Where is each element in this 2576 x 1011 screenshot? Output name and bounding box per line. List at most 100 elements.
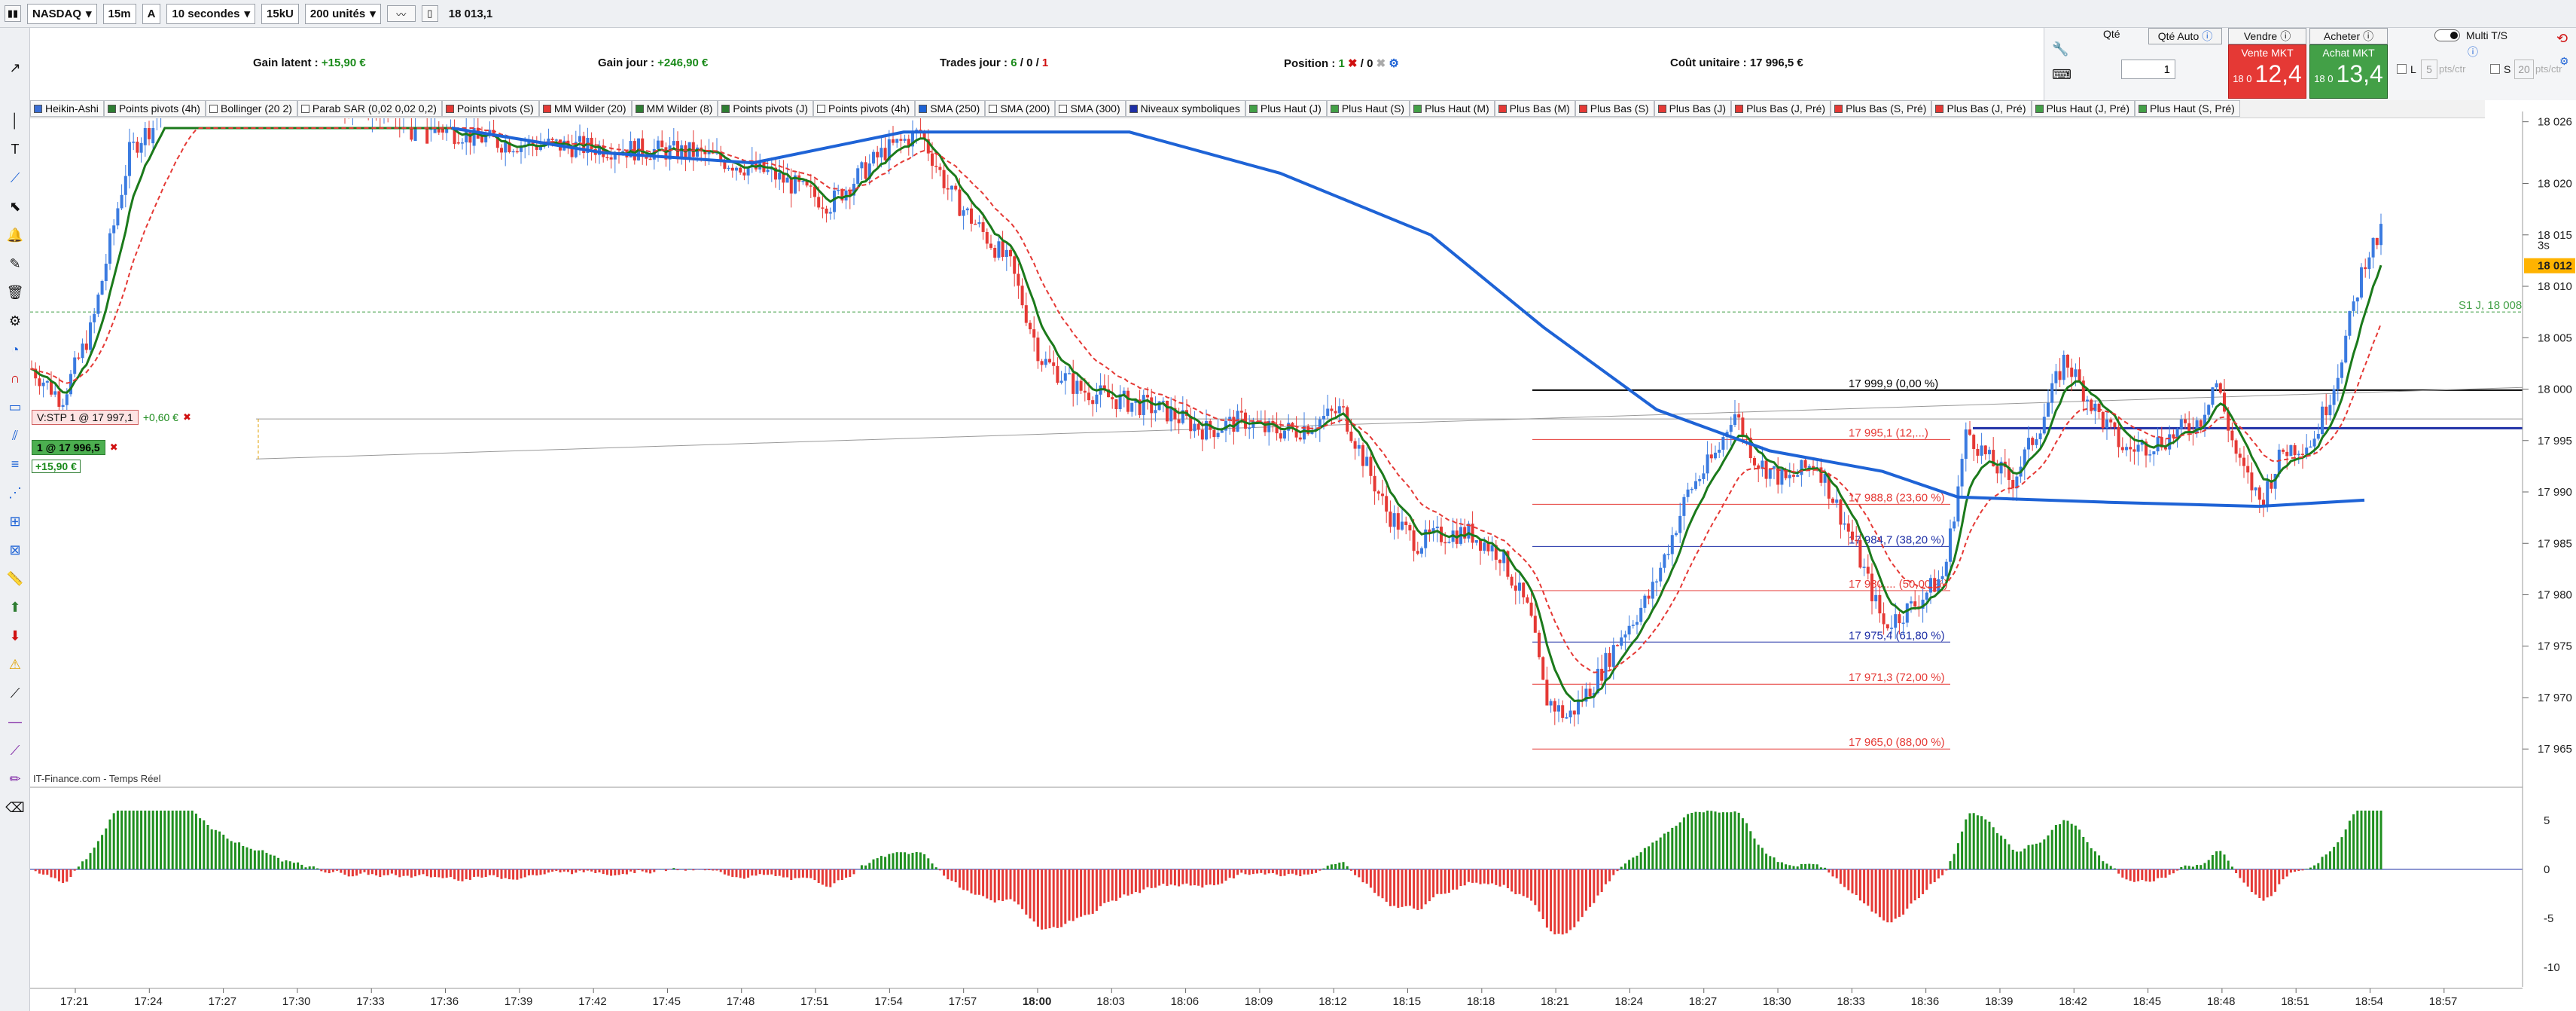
line-tool-icon[interactable]: │ [11, 112, 20, 128]
eraser-icon[interactable]: ⌫ [5, 799, 25, 815]
warning-icon[interactable]: ⚠ [8, 656, 22, 672]
indicator-chip[interactable]: Plus Bas (J, Pré) [1731, 100, 1831, 117]
text-tool-icon[interactable]: T [11, 141, 20, 157]
indicator-chip[interactable]: Plus Bas (S) [1575, 100, 1654, 117]
candle-body [1408, 524, 1412, 531]
indicator-chip[interactable]: Plus Haut (M) [1410, 100, 1495, 117]
close-icon[interactable]: ✖ [1348, 57, 1358, 70]
candle-body [1678, 515, 1682, 533]
indicator-chip[interactable]: Plus Haut (J, Pré) [2031, 100, 2135, 117]
close-icon[interactable]: ✖ [182, 411, 191, 423]
zoom-icon[interactable]: ◔ [11, 341, 20, 357]
multi-ts-toggle[interactable] [2434, 29, 2460, 41]
close-icon[interactable]: ✖ [1376, 57, 1386, 70]
acheter-button[interactable]: Acheter ⓘ [2309, 28, 2388, 44]
settings-icon[interactable]: ⚙ [8, 313, 22, 328]
indicator-chip[interactable]: MM Wilder (20) [538, 100, 632, 117]
channel-icon[interactable]: ⫽ [11, 427, 19, 443]
indicator-chip[interactable]: Heikin-Ashi [30, 100, 104, 117]
indicator-chip[interactable]: SMA (300) [1055, 100, 1126, 117]
rectangle-icon[interactable]: ▭ [8, 399, 22, 414]
units-select[interactable]: 200 unités ▾ [304, 3, 381, 24]
indicator-chip[interactable]: Plus Bas (J, Pré) [1931, 100, 2032, 117]
candle-body [2011, 480, 2015, 489]
stop-order-tag[interactable]: V:STP 1 @ 17 997,1 [32, 410, 139, 426]
l-checkbox[interactable] [2397, 64, 2407, 74]
indicator-chip[interactable]: SMA (200) [985, 100, 1056, 117]
indicator-chip[interactable]: Plus Haut (J) [1245, 100, 1327, 117]
s-checkbox[interactable] [2490, 64, 2500, 74]
indicator-chip[interactable]: Parab SAR (0,02 0,02 0,2) [297, 100, 442, 117]
settings-icon[interactable]: ⚙ [1389, 57, 1399, 70]
indicator-chip[interactable]: Points pivots (4h) [813, 100, 916, 117]
last-price: 18 013,1 [444, 4, 497, 24]
position-tag[interactable]: 1 @ 17 996,5 [32, 440, 105, 456]
achat-mkt-button[interactable]: Achat MKT 18 0 13,4 [2309, 44, 2388, 99]
bell-icon[interactable]: 🔔 [6, 227, 24, 243]
candle-body [104, 264, 108, 282]
instrument-select[interactable]: NASDAQ ▾ [27, 3, 97, 24]
refresh-icon[interactable]: ⟲ [2556, 31, 2568, 46]
wrench-icon[interactable]: 🔧 [2052, 41, 2069, 57]
price-tick-label: 18 010 [2538, 280, 2572, 293]
price-tick-label: 17 970 [2538, 692, 2572, 704]
indicator-chip[interactable]: Plus Bas (M) [1494, 100, 1575, 117]
interval-select[interactable]: 10 secondes ▾ [166, 3, 256, 24]
pencil-icon[interactable]: ✏ [9, 771, 21, 787]
vendre-button[interactable]: Vendre ⓘ [2228, 28, 2306, 44]
indicator-chip[interactable]: Plus Haut (S, Pré) [2134, 100, 2240, 117]
units-label: 200 unités [309, 7, 366, 20]
arrow-tool-icon[interactable]: ↗ [9, 60, 21, 75]
candle-body [1322, 416, 1325, 420]
trendline-tool-icon[interactable]: ⟋ [10, 170, 20, 185]
lock-icon[interactable]: ▯ [421, 5, 438, 22]
candle-body [1839, 499, 1843, 525]
indicator-chip[interactable]: MM Wilder (8) [631, 100, 718, 117]
ray-icon[interactable]: ⟋ [10, 742, 20, 758]
l-input[interactable]: 5 [2421, 60, 2437, 79]
quantity-input[interactable] [2121, 60, 2175, 79]
indicator-icon[interactable]: 〰 [386, 5, 416, 22]
candle-body [2379, 224, 2382, 246]
trash-icon[interactable]: 🗑 [6, 284, 24, 300]
candle-body [938, 166, 942, 170]
indicator-chip[interactable]: Plus Bas (J) [1654, 100, 1732, 117]
qte-auto-button[interactable]: Qté Auto ⓘ [2148, 28, 2222, 44]
indicator-chip[interactable]: Niveaux symboliques [1125, 100, 1245, 117]
hline-icon[interactable]: — [8, 713, 22, 729]
indicator-chip[interactable]: Points pivots (4h) [103, 100, 206, 117]
gann-icon[interactable]: ⊠ [9, 542, 21, 557]
candle-body [864, 162, 867, 179]
close-icon[interactable]: ✖ [109, 441, 118, 454]
indicator-chip[interactable]: Points pivots (S) [441, 100, 539, 117]
s-input[interactable]: 20 [2514, 60, 2534, 79]
candle-body [1396, 513, 1400, 530]
settings-icon[interactable]: ⚙ [2559, 55, 2569, 67]
indicator-chip[interactable]: Bollinger (20 2) [205, 100, 297, 117]
indicator-chip[interactable]: Points pivots (J) [718, 100, 814, 117]
candle-body [143, 128, 147, 145]
fib-icon[interactable]: ≡ [11, 456, 20, 472]
arrow-up-icon[interactable]: ⬆ [9, 599, 21, 615]
magnet-icon[interactable]: ∩ [10, 370, 20, 386]
mode-button[interactable]: A [142, 3, 161, 24]
indicator-chip[interactable]: SMA (250) [915, 100, 986, 117]
keyboard-icon[interactable]: ⌨ [2052, 67, 2071, 82]
candle-body [484, 136, 488, 143]
vente-mkt-button[interactable]: Vente MKT 18 0 12,4 [2228, 44, 2306, 99]
indicator-chip[interactable]: Plus Haut (S) [1326, 100, 1410, 117]
arrow-down-icon[interactable]: ⬇ [9, 628, 21, 643]
brush-icon[interactable]: ✎ [9, 255, 21, 271]
segment-icon[interactable]: ⟋ [10, 685, 20, 701]
ruler-icon[interactable]: 📏 [6, 570, 24, 586]
indicator-chip[interactable]: Plus Bas (S, Pré) [1831, 100, 1932, 117]
pointer-tool-icon[interactable]: ⬉ [9, 198, 21, 214]
fib-ext-icon[interactable]: ⊞ [9, 513, 21, 529]
timeframe-button[interactable]: 15m [102, 3, 136, 24]
time-tick-label: 18:33 [1837, 995, 1865, 1008]
candle-body [977, 222, 981, 224]
chart-type-icon[interactable]: ▮▮ [5, 5, 21, 22]
volume-button[interactable]: 15kU [261, 3, 299, 24]
fib-fan-icon[interactable]: ⋰ [8, 484, 22, 500]
